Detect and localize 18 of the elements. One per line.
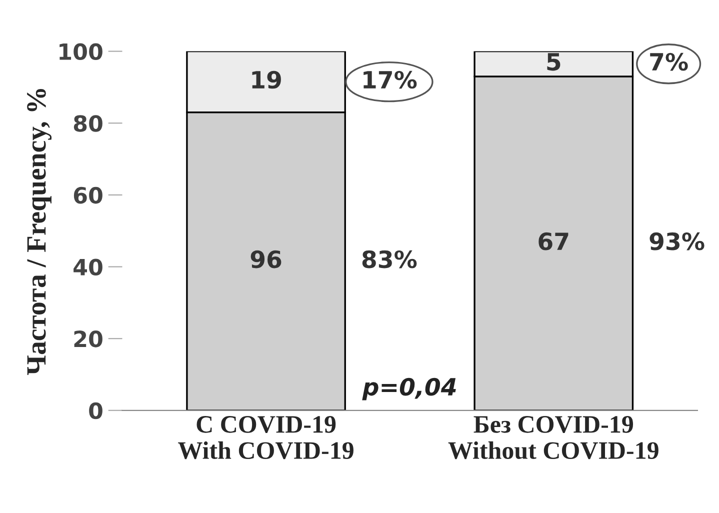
- x-tick-label: Без COVID-19 Without COVID-19: [448, 416, 658, 460]
- x-tick-label: С COVID-19 With COVID-19: [178, 416, 354, 460]
- y-tick-label: 100: [60, 43, 102, 60]
- annotation: 5: [547, 53, 560, 71]
- annotation: 19: [252, 70, 281, 89]
- y-axis-title: Частота / Frequency, %: [27, 88, 52, 376]
- annotation: 17%: [364, 70, 417, 89]
- annotation: p=0,04: [362, 378, 456, 400]
- annotation: 7%: [650, 52, 688, 71]
- annotation: 93%: [650, 232, 704, 250]
- y-tick-label: 80: [74, 115, 102, 132]
- y-tick-label: 0: [89, 402, 102, 420]
- annotation: 83%: [362, 250, 417, 268]
- y-tick-label: 40: [74, 258, 102, 276]
- annotation: 67: [538, 232, 568, 250]
- y-tick-label: 20: [74, 330, 102, 348]
- y-tick-label: 60: [74, 186, 102, 204]
- annotation: 96: [250, 250, 282, 268]
